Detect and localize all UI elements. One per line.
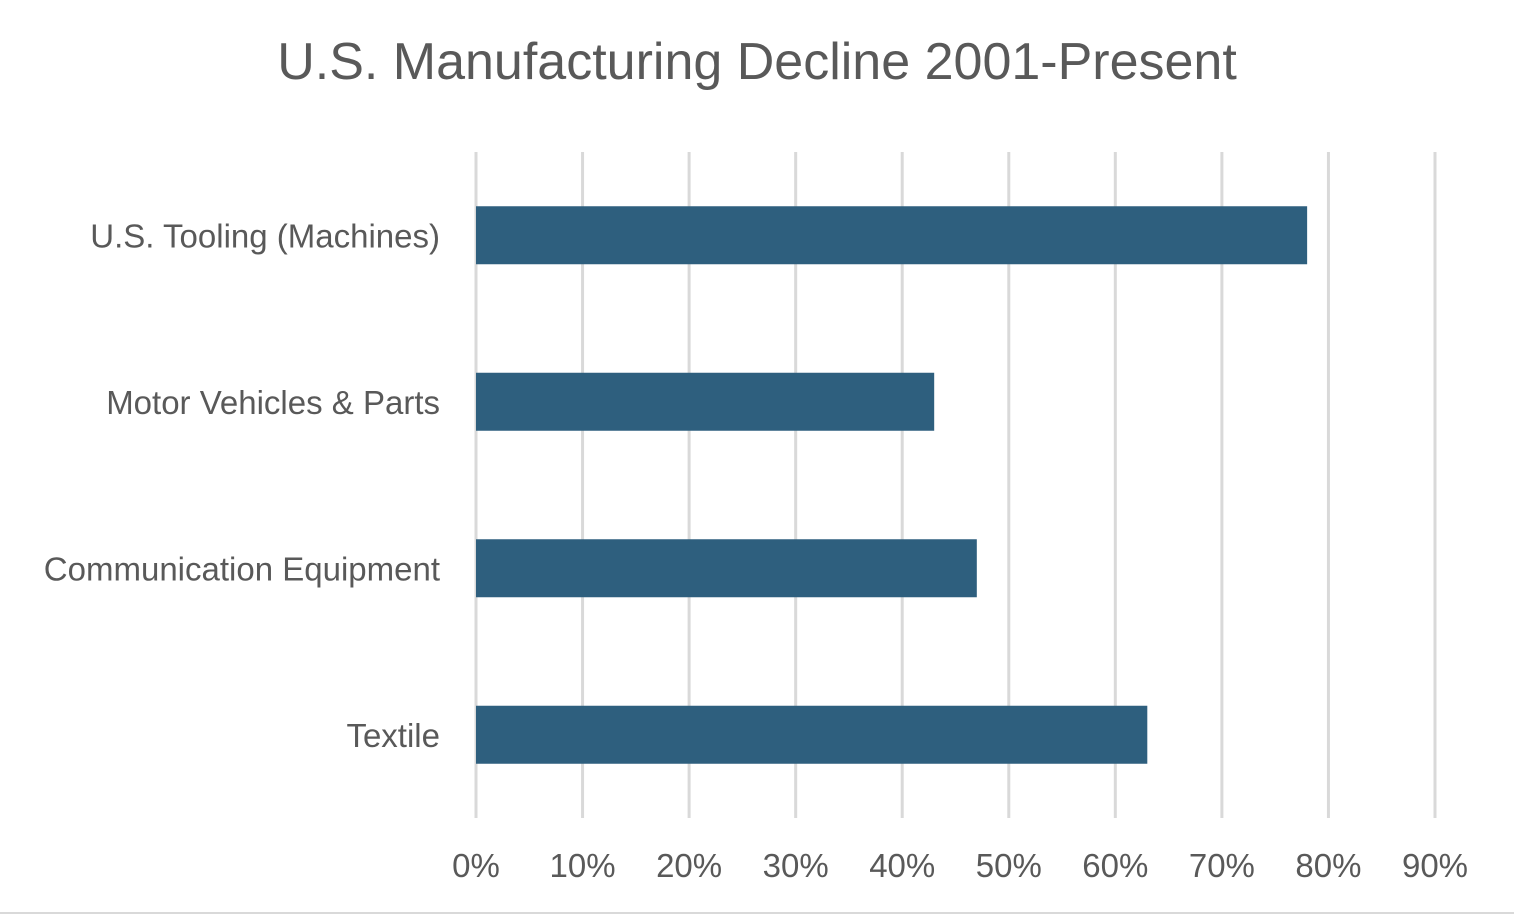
x-tick-label: 70% [1189, 847, 1255, 884]
x-tick-label: 0% [452, 847, 500, 884]
category-label: Motor Vehicles & Parts [106, 384, 440, 421]
x-tick-label: 20% [656, 847, 722, 884]
bar [476, 206, 1308, 265]
category-label: Textile [346, 717, 440, 754]
category-label: U.S. Tooling (Machines) [90, 217, 440, 254]
bar [476, 539, 977, 598]
bar [476, 372, 935, 431]
x-tick-label: 60% [1082, 847, 1148, 884]
x-tick-label: 40% [869, 847, 935, 884]
x-tick-labels: 0% 10% 20% 30% 40% 50% 60% 70% 80% 90% [452, 847, 1468, 884]
category-labels: U.S. Tooling (Machines) Motor Vehicles & … [44, 217, 440, 754]
x-tick-label: 80% [1295, 847, 1361, 884]
bars [476, 206, 1308, 764]
category-label: Communication Equipment [44, 550, 440, 587]
chart-title: U.S. Manufacturing Decline 2001-Present [277, 33, 1237, 91]
x-tick-label: 10% [550, 847, 616, 884]
x-tick-label: 30% [763, 847, 829, 884]
x-tick-label: 90% [1402, 847, 1468, 884]
bar [476, 705, 1148, 764]
x-tick-label: 50% [976, 847, 1042, 884]
